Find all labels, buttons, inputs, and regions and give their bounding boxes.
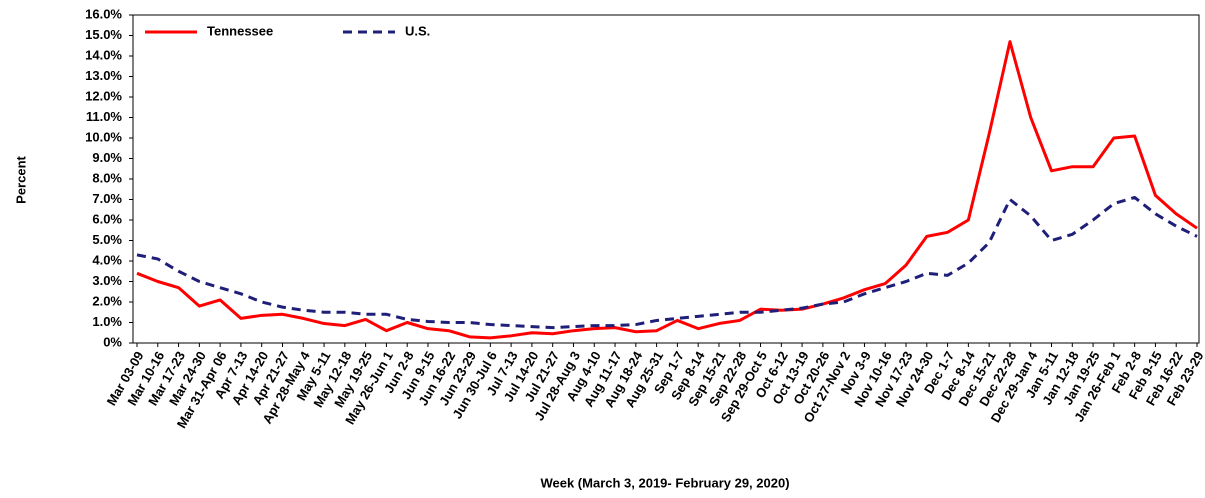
legend-label: Tennessee (207, 23, 273, 38)
y-tick-label: 1.0% (92, 314, 122, 329)
plot-frame (132, 14, 1200, 344)
y-tick-label: 8.0% (92, 170, 122, 185)
y-tick-label: 7.0% (92, 191, 122, 206)
y-tick-label: 5.0% (92, 232, 122, 247)
y-tick-label: 6.0% (92, 211, 122, 226)
x-axis-label: Week (March 3, 2019- February 29, 2020) (540, 475, 789, 490)
y-tick-label: 11.0% (86, 109, 123, 124)
y-axis-label: Percent (13, 155, 28, 203)
y-tick-label: 10.0% (85, 129, 122, 144)
y-tick-label: 13.0% (85, 68, 122, 83)
y-tick-label: 2.0% (92, 293, 122, 308)
y-tick-label: 3.0% (92, 273, 122, 288)
y-tick-label: 9.0% (92, 150, 122, 165)
series-line (136, 195, 1198, 330)
legend-label: U.S. (405, 23, 430, 38)
y-tick-label: 14.0% (85, 47, 122, 62)
y-tick-label: 12.0% (85, 88, 122, 103)
y-tick-label: 15.0% (85, 27, 122, 42)
y-tick-label: 16.0% (85, 6, 122, 21)
y-tick-label: 0% (103, 334, 122, 349)
y-tick-label: 4.0% (92, 252, 122, 267)
series-line (136, 40, 1198, 340)
